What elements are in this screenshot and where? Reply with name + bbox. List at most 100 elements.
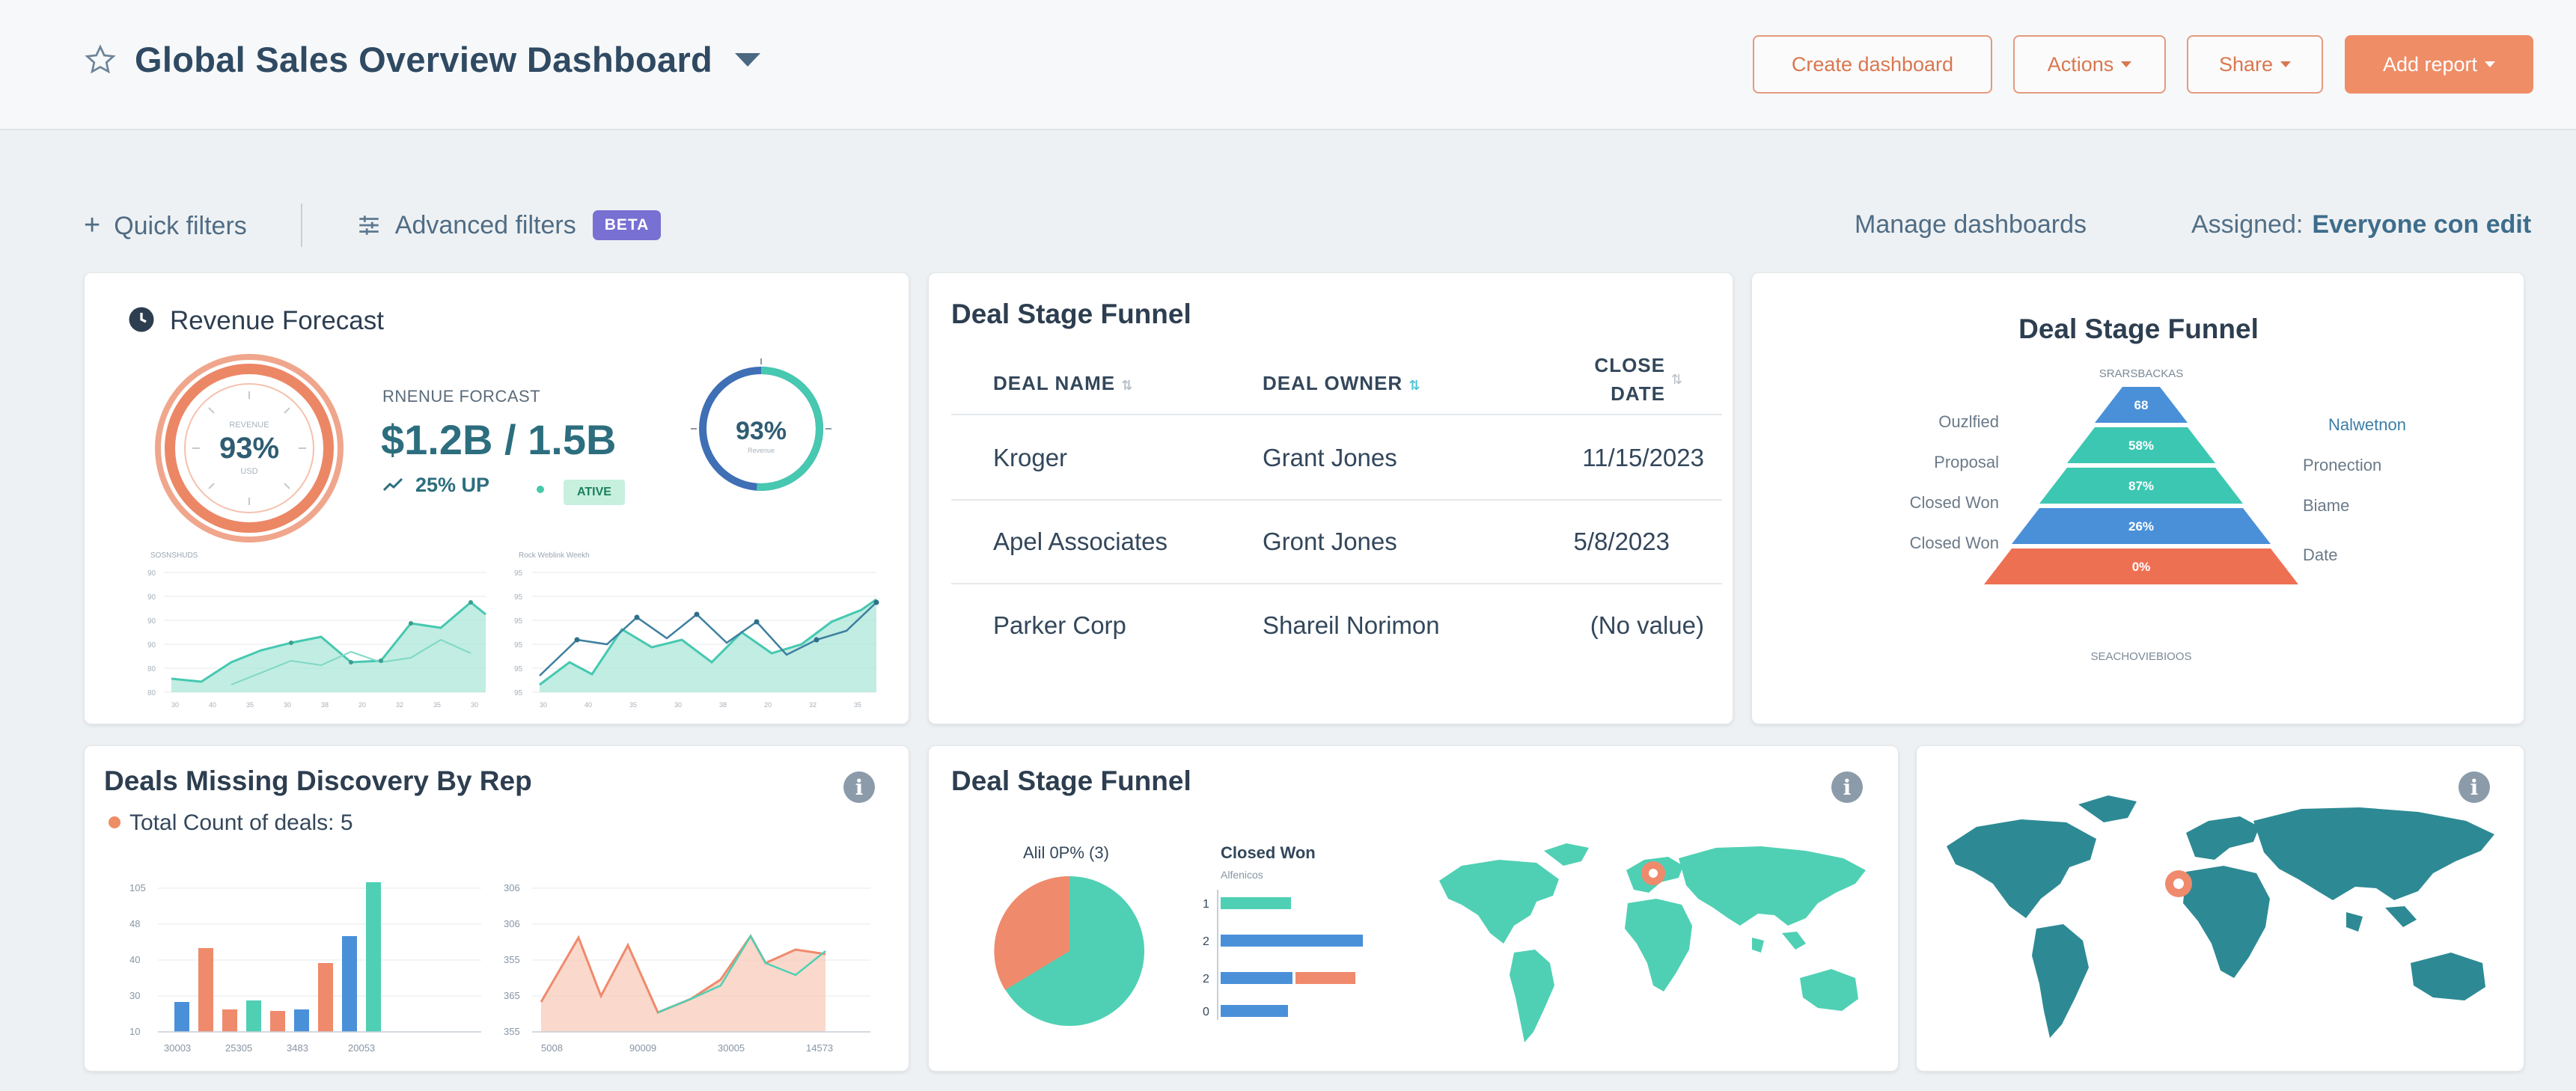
bar-row-label: 1 (1203, 898, 1209, 911)
col-deal-name[interactable]: DEAL NAME ⇅ (993, 372, 1133, 395)
star-icon[interactable] (84, 43, 117, 76)
funnel-level-label: 87% (2128, 479, 2154, 493)
chevron-down-icon (2280, 61, 2292, 67)
funnel-level (1984, 548, 2298, 584)
funnel-level-label: 26% (2128, 519, 2154, 534)
add-report-label: Add report (2382, 52, 2478, 76)
svg-text:90: 90 (147, 593, 156, 602)
svg-text:32: 32 (809, 701, 817, 709)
table-row[interactable]: Apel Associates Gront Jones 5/8/2023 (951, 501, 1722, 584)
sliders-icon (359, 216, 379, 235)
card-title: Deal Stage Funnel (2018, 314, 2259, 344)
x-tick-label: 20053 (348, 1042, 375, 1054)
funnel-stage-label: Proposal (1934, 453, 1999, 471)
svg-text:30: 30 (540, 701, 547, 709)
deal-name-cell: Parker Corp (993, 611, 1126, 639)
assigned-value: Everyone con edit (2312, 210, 2532, 239)
rep-line-chart: 306 306 355 365 355 5008 90009 30005 14573 (504, 882, 870, 1054)
y-tick-label: 10 (129, 1026, 140, 1037)
close-date-cell: (No value) (1590, 611, 1704, 639)
funnel-side-label: Pronection (2303, 456, 2382, 474)
sort-icon: ⇅ (1408, 378, 1421, 393)
filter-bar: + Quick filters Advanced filters BETA (84, 204, 662, 247)
quick-filters-button[interactable]: + Quick filters (84, 210, 247, 242)
table-row[interactable]: Parker Corp Shareil Norimon (No value) (951, 584, 1722, 668)
funnel-level (2039, 468, 2243, 504)
svg-text:35: 35 (854, 701, 861, 709)
col-deal-owner[interactable]: DEAL OWNER ⇅ (1263, 372, 1421, 395)
bar-mark (246, 1000, 261, 1032)
bar-mark (1221, 972, 1292, 984)
world-map-card[interactable]: i (1916, 745, 2524, 1072)
col-deal-owner-label: DEAL OWNER (1263, 372, 1403, 394)
funnel-map-card[interactable]: Deal Stage Funnel i Alil 0P% (3) Closed … (928, 745, 1899, 1072)
world-map-teal (1439, 843, 1866, 1042)
svg-text:80: 80 (147, 689, 156, 697)
plus-icon: + (84, 209, 101, 241)
svg-text:30: 30 (471, 701, 478, 709)
actions-button[interactable]: Actions (2013, 35, 2166, 94)
y-tick-label: 30 (129, 990, 140, 1001)
mini-area-chart-right: Rock Weblink Weekh 95 95 95 95 95 95 30 40 35 30… (514, 551, 879, 709)
bar-row-label: 0 (1203, 1006, 1209, 1018)
chevron-down-icon (2121, 61, 2132, 67)
create-dashboard-button[interactable]: Create dashboard (1753, 35, 1992, 94)
funnel-card[interactable]: Deal Stage Funnel SRARSBACKAS 68 58% 87% 26… (1751, 272, 2524, 724)
funnel-right-labels: Nalwetnon Pronection Biame Date (2283, 384, 2463, 586)
title-dropdown-icon[interactable] (735, 52, 761, 67)
svg-text:95: 95 (514, 689, 523, 697)
quick-filters-label: Quick filters (114, 211, 247, 240)
svg-text:35: 35 (629, 701, 637, 709)
funnel-level-label: 68 (2134, 398, 2149, 412)
share-button[interactable]: Share (2187, 35, 2323, 94)
forecast-label: RNENUE FORCAST (382, 387, 541, 406)
info-icon[interactable]: i (1831, 771, 1863, 803)
missing-discovery-card[interactable]: Deals Missing Discovery By Rep i Total C… (84, 745, 909, 1072)
deal-pie-chart (994, 875, 1144, 1026)
add-report-button[interactable]: Add report (2345, 35, 2533, 94)
y-tick-label: 48 (129, 918, 140, 929)
deal-table-card[interactable]: Deal Stage Funnel DEAL NAME ⇅ DEAL OWNER… (928, 272, 1733, 724)
rep-bar-chart: 105 48 40 30 10 30003 25305 3483 20053 (129, 882, 481, 1054)
advanced-filters-button[interactable]: Advanced filters BETA (356, 210, 662, 240)
funnel-level-label: 0% (2132, 560, 2151, 574)
col-close-date[interactable]: CLOSE DATE (1572, 351, 1665, 408)
y-tick-label: 105 (129, 882, 146, 893)
bar-mark (1221, 897, 1291, 909)
y-tick-label: 355 (504, 954, 520, 965)
x-tick-label: 30003 (164, 1042, 191, 1054)
funnel-level (2012, 508, 2271, 544)
svg-text:30: 30 (674, 701, 682, 709)
assigned-label: Assigned: (2191, 210, 2304, 239)
title-group: Global Sales Overview Dashboard (84, 39, 761, 80)
manage-dashboards-link[interactable]: Manage dashboards (1855, 210, 2087, 239)
funnel-left-labels: Ouzlfied Proposal Closed Won Closed Won (1872, 384, 1999, 586)
svg-text:95: 95 (514, 641, 523, 650)
x-tick-label: 14573 (806, 1042, 833, 1054)
svg-text:80: 80 (147, 665, 156, 673)
svg-text:90: 90 (147, 641, 156, 650)
progress-ring: Revenue (691, 358, 831, 491)
funnel-side-label: Nalwetnon (2328, 415, 2406, 434)
divider (300, 204, 302, 247)
svg-text:95: 95 (514, 569, 523, 578)
share-label: Share (2218, 52, 2274, 76)
status-dot (537, 486, 544, 493)
x-tick-label: 90009 (629, 1042, 656, 1054)
svg-text:USD: USD (240, 467, 257, 476)
table-row[interactable]: Kroger Grant Jones 11/15/2023 (951, 417, 1722, 501)
bar-mark (318, 963, 333, 1032)
revenue-forecast-card[interactable]: Revenue Forecast REVENUE USD 93% RNENUE … (84, 272, 909, 724)
dashboard-header: Global Sales Overview Dashboard Create d… (0, 0, 2576, 130)
svg-text:32: 32 (396, 701, 403, 709)
svg-text:40: 40 (585, 701, 592, 709)
svg-text:20: 20 (358, 701, 366, 709)
bar-mark (222, 1009, 237, 1032)
forecast-gauge: REVENUE USD (155, 354, 344, 543)
svg-text:SOSNSHUDS: SOSNSHUDS (150, 551, 198, 560)
dashboard-title: Global Sales Overview Dashboard (135, 40, 713, 79)
mini-area-chart-left: SOSNSHUDS 90 90 90 90 80 80 30 40 35 30 38 20 32 35 3… (147, 551, 486, 709)
info-icon[interactable]: i (843, 771, 875, 803)
assigned-info[interactable]: Assigned: Everyone con edit (2191, 210, 2531, 239)
info-icon[interactable]: i (2459, 771, 2490, 803)
